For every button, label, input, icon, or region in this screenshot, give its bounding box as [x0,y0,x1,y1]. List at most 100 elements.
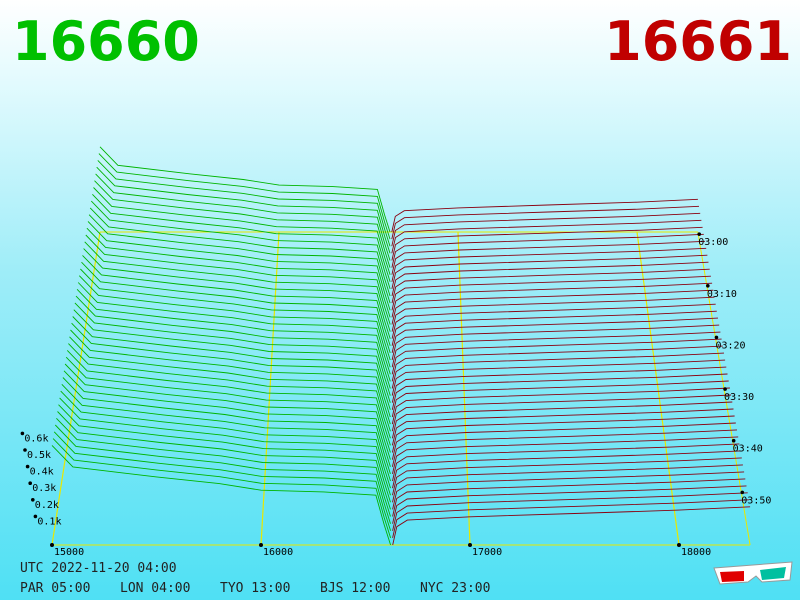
depth-line [391,289,714,325]
x-tick [50,543,54,547]
depth-line [56,417,391,517]
depth-line [391,303,716,339]
y-tick [31,498,35,502]
y-tick-label: 0.5k [27,450,51,461]
city-clock: NYC 23:00 [420,581,490,596]
x-tick-label: 15000 [54,547,84,558]
depth-line [64,363,391,460]
depth-line [86,227,391,318]
depth-line [77,282,391,375]
depth-line [391,254,708,290]
depth-line [391,275,711,311]
x-tick [677,543,681,547]
z-tick [714,335,719,340]
asks-slices [391,198,751,546]
depth-line [98,153,391,240]
depth-line [391,415,735,453]
depth-line [72,316,391,410]
y-tick [28,481,32,486]
x-tick-label: 17000 [472,547,502,558]
city-clock: BJS 12:00 [320,581,390,596]
z-tick-label: 03:20 [715,340,745,351]
y-tick [33,514,38,519]
depth-line [84,241,391,332]
depth-line [63,370,391,467]
depth-line [392,485,747,524]
depth-line [392,443,740,482]
depth-line [391,296,715,332]
depth-line [391,394,732,432]
depth-line [391,226,703,261]
grid-line [636,231,680,546]
depth-line [69,336,391,432]
depth-line [391,366,727,403]
depth-line [89,207,391,297]
x-tick [468,543,472,547]
y-tick [23,448,27,452]
depth-line [391,380,729,418]
depth-line [59,397,391,496]
depth-line [78,275,391,368]
y-tick-label: 0.2k [35,500,59,511]
depth-line [391,282,713,318]
depth-line [391,233,704,268]
depth-line [81,261,391,354]
z-tick-label: 03:30 [724,392,754,403]
depth-line [75,295,391,389]
z-tick-label: 03:50 [741,495,771,506]
y-tick-label: 0.1k [37,516,61,527]
z-tick [740,490,745,495]
depth-line [391,345,723,382]
z-tick [731,438,736,443]
depth-line [391,352,725,389]
depth-line [391,338,722,375]
grid-line [457,231,471,546]
depth-line [90,200,391,290]
z-tick-label: 03:10 [707,289,737,300]
depth-line [73,309,391,403]
depth-line [94,180,391,268]
depth-line [392,450,741,489]
grid-line [51,231,101,546]
depth-line [391,387,730,425]
depth-line [392,492,748,531]
depth-line [87,221,391,311]
lens-red [720,571,744,582]
depth-line [391,317,719,354]
depth-line [392,436,739,474]
depth-line [96,166,391,254]
city-clock: TYO 13:00 [220,581,290,596]
depth-line [391,240,706,275]
depth-line [391,408,734,446]
depth-line [391,198,698,233]
depth-line [68,343,391,439]
depth-line [97,160,391,247]
depth-line [93,187,391,275]
depth-line [391,219,702,254]
depth-line [60,390,391,489]
depth-line [88,214,391,304]
z-tick [697,232,702,236]
depth-line [61,383,391,482]
bid-price: 16660 [12,10,200,73]
grid-line [260,231,280,546]
depth-line [392,478,746,517]
utc-time: UTC 2022-11-20 04:00 [20,561,177,576]
depth-line [80,268,391,361]
depth-line [62,377,391,475]
y-tick-label: 0.3k [32,483,56,494]
depth-line [99,146,391,233]
depth-line [391,268,710,304]
y-tick-label: 0.6k [24,433,48,444]
depth-line [391,359,726,396]
z-tick-label: 03:40 [733,444,763,455]
bids-slices [51,146,392,546]
z-tick-label: 03:00 [698,237,728,248]
depth-line [51,445,392,546]
depth-line [85,234,391,325]
depth-line [66,350,391,446]
depth-line [391,401,733,439]
depth-line [83,248,391,339]
depth-line [392,499,749,539]
city-clock: PAR 05:00 [20,581,90,596]
